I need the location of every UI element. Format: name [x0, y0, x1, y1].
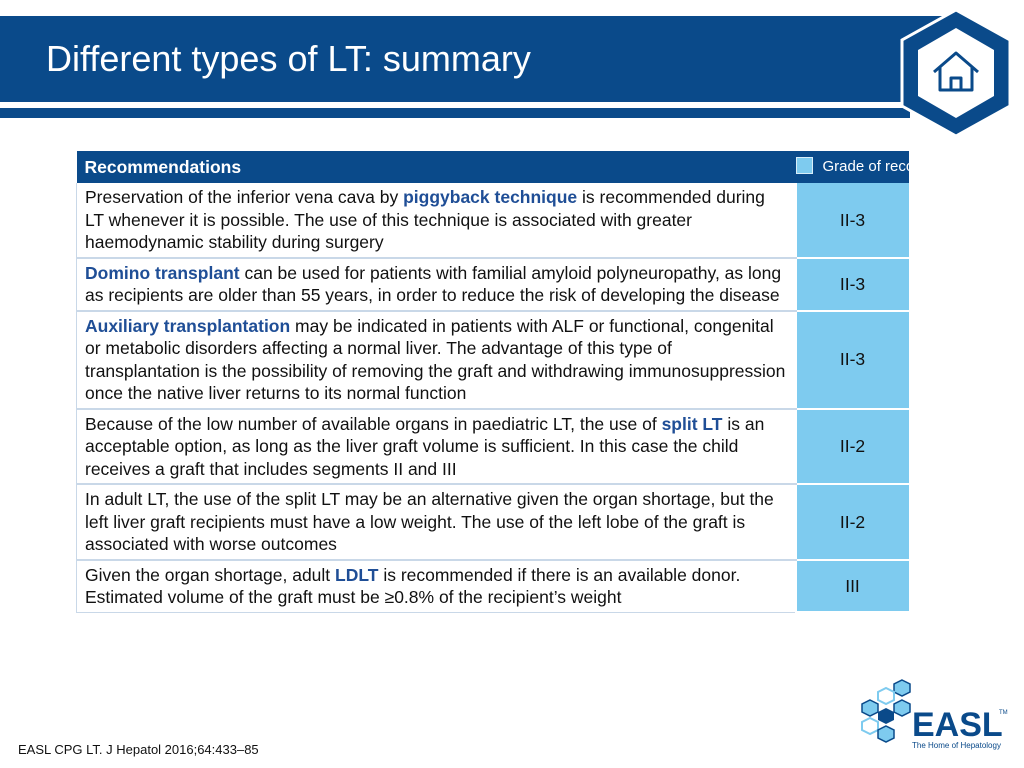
recommendation-fragment: may be indicated in patients with ALF or…	[85, 315, 786, 404]
home-icon	[933, 51, 979, 92]
home-button[interactable]	[898, 8, 1014, 138]
logo-trademark: TM	[999, 710, 1008, 716]
recommendations-body: Preservation of the inferior vena cava b…	[76, 183, 909, 613]
logo-tagline: The Home of Hepatology	[912, 741, 1001, 750]
recommendation-text: Because of the low number of available o…	[76, 408, 796, 485]
highlighted-term: split LT	[661, 413, 723, 434]
table-row: Because of the low number of available o…	[76, 408, 909, 485]
highlighted-term: LDLT	[335, 564, 379, 585]
highlighted-term: piggyback technique	[403, 187, 578, 207]
grade-cell: II-3	[794, 183, 909, 259]
grade-legend-swatch	[795, 156, 813, 174]
grade-cell: III	[794, 559, 909, 613]
hexagon-cluster-icon	[861, 679, 911, 743]
grade-cell: II-2	[794, 408, 909, 485]
slide-title: Different types of LT: summary	[46, 38, 531, 79]
title-underline-stripe	[0, 108, 910, 118]
recommendation-text: Given the organ shortage, adult LDLT is …	[76, 559, 796, 613]
grade-legend-label: Grade of recommendation	[822, 157, 997, 175]
grade-cell: II-3	[794, 257, 909, 312]
grade-cell: II-2	[794, 484, 909, 561]
easl-logo: EASL TM The Home of Hepatology	[861, 679, 1008, 750]
recommendation-fragment: is recommended during LT whenever it is …	[85, 187, 765, 252]
recommendation-fragment: is recommended if there is an available …	[85, 564, 741, 608]
highlighted-term: Domino transplant	[85, 262, 240, 283]
table-row: Given the organ shortage, adult LDLT is …	[76, 559, 909, 613]
recommendation-text: Preservation of the inferior vena cava b…	[76, 183, 796, 259]
grade-header: Grade of recommendation	[795, 151, 997, 183]
recommendation-fragment: Given the organ shortage, adult	[85, 564, 336, 585]
recommendation-text: In adult LT, the use of the split LT may…	[76, 484, 796, 561]
recommendation-fragment: can be used for patients with familial a…	[85, 262, 782, 306]
grade-cell: II-3	[794, 310, 909, 410]
table-header-row: Recommendations Grade of recommendation	[76, 151, 997, 183]
table-row: Auxiliary transplantation may be indicat…	[76, 310, 909, 410]
recommendation-text: Auxiliary transplantation may be indicat…	[76, 310, 796, 410]
logo-wordmark: EASL	[912, 706, 1003, 744]
title-banner	[0, 16, 952, 102]
table-row: Domino transplant can be used for patien…	[76, 257, 909, 312]
highlighted-term: Auxiliary transplantation	[85, 315, 291, 336]
recommendation-fragment: In adult LT, the use of the split LT may…	[85, 489, 774, 554]
recommendation-fragment: Preservation of the inferior vena cava b…	[85, 187, 404, 207]
recommendations-header: Recommendations	[84, 156, 242, 177]
recommendation-fragment: Because of the low number of available o…	[85, 413, 662, 434]
table-row: Preservation of the inferior vena cava b…	[76, 183, 909, 259]
recommendation-fragment: is an acceptable option, as long as the …	[85, 413, 765, 479]
citation: EASL CPG LT. J Hepatol 2016;64:433–85	[18, 742, 259, 757]
table-row: In adult LT, the use of the split LT may…	[76, 484, 909, 561]
recommendations-table: Recommendations Grade of recommendation …	[76, 151, 997, 613]
recommendation-text: Domino transplant can be used for patien…	[76, 257, 796, 312]
